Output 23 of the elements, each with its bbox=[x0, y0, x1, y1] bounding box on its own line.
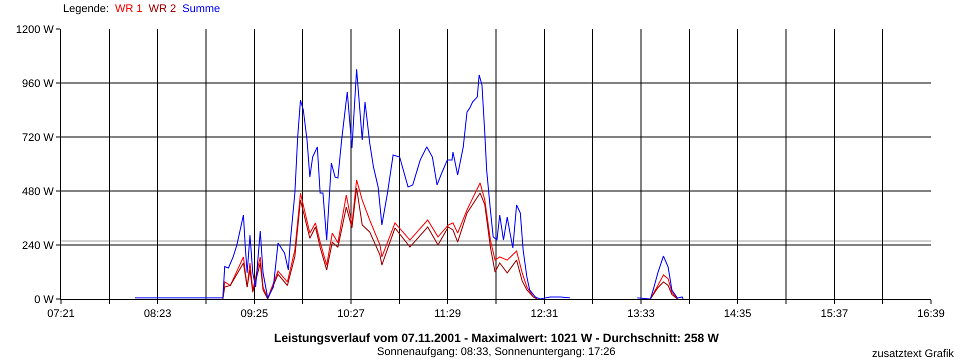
x-tick-label: 09:25 bbox=[240, 308, 268, 320]
text: WR 1 bbox=[115, 3, 143, 15]
y-tick-label: 960 W bbox=[22, 78, 54, 90]
text: zusatztext Grafik bbox=[872, 348, 954, 360]
x-tick-label: 16:39 bbox=[917, 308, 945, 320]
x-tick-label: 08:23 bbox=[144, 308, 172, 320]
y-tick-label: 1200 W bbox=[16, 24, 54, 36]
x-tick-label: 07:21 bbox=[47, 308, 75, 320]
y-tick-label: 480 W bbox=[22, 186, 54, 198]
text: Summe bbox=[182, 3, 220, 15]
x-tick-label: 11:29 bbox=[434, 308, 462, 320]
x-tick-label: 15:37 bbox=[820, 308, 848, 320]
text: Sonnenaufgang: 08:33, Sonnenuntergang: 17:26 bbox=[377, 346, 616, 358]
y-tick-label: 240 W bbox=[22, 240, 54, 252]
x-tick-label: 14:35 bbox=[724, 308, 752, 320]
y-tick-label: 720 W bbox=[22, 132, 54, 144]
legend-title: Legende: bbox=[63, 3, 109, 15]
text: Leistungsverlauf vom 07.11.2001 - Maximalwert: 1021 W - Durchschnitt: 258 W bbox=[274, 331, 720, 345]
y-tick-label: 0 W bbox=[34, 294, 54, 306]
x-tick-label: 12:31 bbox=[530, 308, 558, 320]
x-tick-label: 10:27 bbox=[337, 308, 365, 320]
text: WR 2 bbox=[148, 3, 176, 15]
x-tick-label: 13:33 bbox=[627, 308, 655, 320]
